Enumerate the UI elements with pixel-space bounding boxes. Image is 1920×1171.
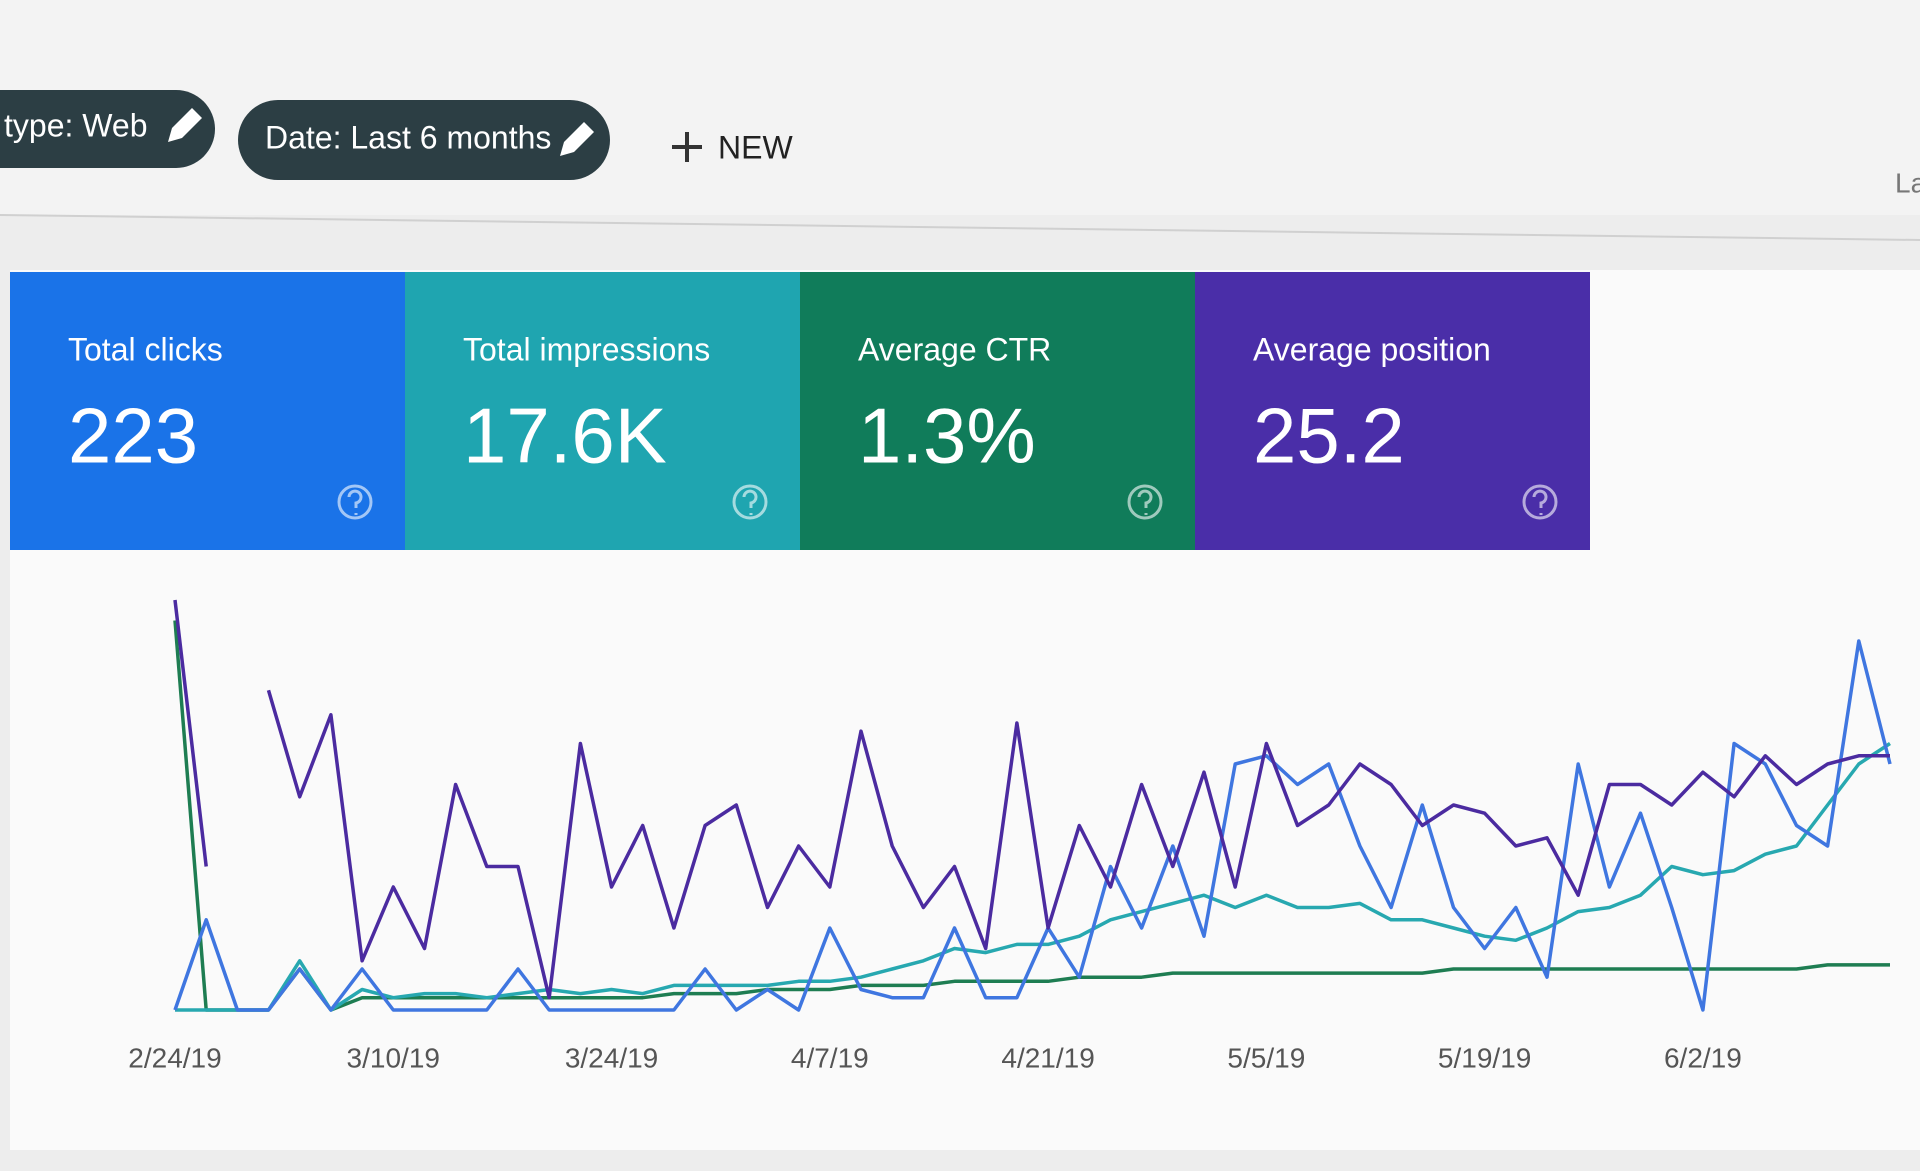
x-tick-label: 2/24/19: [128, 1042, 221, 1073]
help-icon[interactable]: [732, 484, 768, 520]
help-icon-glyph[interactable]: [347, 489, 363, 515]
chart: 2/24/19 3/10/19 3/24/19 4/7/19 4/21/19 5/5/19…: [128, 599, 1892, 1073]
x-tick-label: 4/7/19: [791, 1042, 869, 1073]
chip-background[interactable]: [238, 100, 610, 180]
help-icon-glyph[interactable]: [742, 489, 758, 515]
filter-chip[interactable]: type: Web: [0, 90, 215, 168]
chip-label[interactable]: Date: Last 6 months: [265, 119, 551, 155]
help-icon-glyph[interactable]: [1532, 489, 1548, 515]
metric-value[interactable]: 1.3%: [858, 392, 1036, 480]
metric-card[interactable]: Average position 25.2: [1195, 272, 1590, 550]
cut-text: La: [1895, 167, 1920, 198]
toolbar-divider: [0, 214, 1920, 241]
series-line: [173, 639, 1892, 1012]
metric-label[interactable]: Average position: [1253, 331, 1491, 367]
series-line: [173, 620, 1890, 1012]
x-tick-label: 3/24/19: [565, 1042, 658, 1073]
metric-card[interactable]: Total clicks 223: [10, 272, 405, 550]
x-tick-label: 6/2/19: [1664, 1042, 1742, 1073]
metric-card[interactable]: Total impressions 17.6K: [405, 272, 800, 550]
metric-cards: Total clicks 223 Total impressions 17.6K Ave…: [10, 272, 1590, 550]
help-icon[interactable]: [337, 484, 373, 520]
edit-icon[interactable]: [560, 122, 594, 156]
metric-value[interactable]: 17.6K: [463, 392, 667, 480]
new-button[interactable]: NEW: [672, 129, 793, 165]
filter-chip[interactable]: Date: Last 6 months: [238, 100, 610, 180]
metric-card[interactable]: Average CTR 1.3%: [800, 272, 1195, 550]
plus-icon[interactable]: [672, 132, 702, 162]
series-line: [173, 599, 1890, 1000]
metric-value[interactable]: 25.2: [1253, 392, 1405, 480]
help-icon[interactable]: [1522, 484, 1558, 520]
edit-icon[interactable]: [168, 108, 202, 142]
new-label[interactable]: NEW: [718, 129, 793, 165]
help-icon-glyph[interactable]: [1137, 489, 1153, 515]
help-icon[interactable]: [1127, 484, 1163, 520]
x-tick-label: 5/19/19: [1438, 1042, 1531, 1073]
metric-label[interactable]: Total clicks: [68, 331, 223, 367]
x-tick-label: 3/10/19: [347, 1042, 440, 1073]
series-line: [175, 742, 1891, 1012]
metric-label[interactable]: Total impressions: [463, 331, 710, 367]
chip-label[interactable]: type: Web: [4, 107, 147, 143]
x-tick-label: 5/5/19: [1227, 1042, 1305, 1073]
x-tick-label: 4/21/19: [1001, 1042, 1094, 1073]
metric-label[interactable]: Average CTR: [858, 331, 1051, 367]
chip-background[interactable]: [0, 90, 215, 168]
metric-value[interactable]: 223: [68, 392, 198, 480]
